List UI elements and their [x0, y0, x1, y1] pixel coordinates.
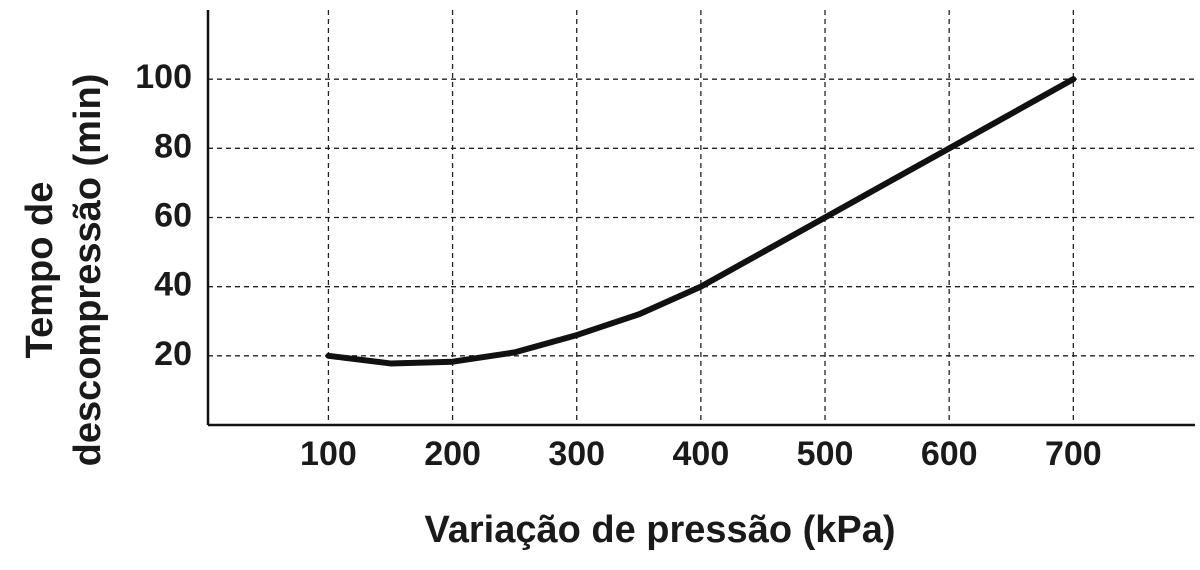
- y-axis-label: Tempo de: [19, 182, 61, 359]
- x-tick-label: 200: [424, 435, 481, 473]
- data-line: [325, 76, 1077, 367]
- y-tick-label: 40: [154, 266, 192, 304]
- x-tick-label: 300: [548, 435, 605, 473]
- x-tick-label: 500: [797, 435, 854, 473]
- x-tick-label: 700: [1045, 435, 1102, 473]
- y-tick-label: 80: [154, 127, 192, 165]
- y-tick-label: 60: [154, 196, 192, 234]
- y-tick-label: 100: [135, 58, 192, 96]
- x-axis-label: Variação de pressão (kPa): [424, 509, 895, 551]
- y-tick-label: 20: [154, 335, 192, 373]
- x-tick-label: 400: [673, 435, 730, 473]
- y-axis-label: descompressão (min): [67, 74, 109, 467]
- x-tick-label: 600: [921, 435, 978, 473]
- x-tick-label: 100: [300, 435, 357, 473]
